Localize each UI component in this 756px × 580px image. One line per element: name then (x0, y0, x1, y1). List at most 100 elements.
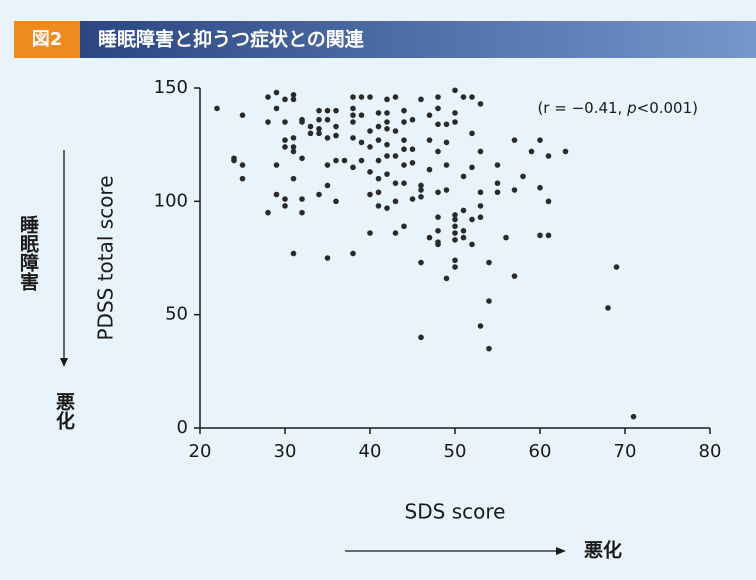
point (350, 112, 356, 118)
point (443, 162, 450, 168)
point (392, 198, 399, 205)
annotation-part: p (626, 99, 637, 117)
point (409, 160, 416, 166)
y-tick-label: 0 (177, 417, 188, 438)
point (435, 94, 441, 100)
point (350, 135, 356, 141)
point (290, 135, 297, 141)
y-tick-label: 150 (154, 77, 188, 98)
point (477, 323, 484, 329)
point (435, 189, 441, 196)
x-tick-label: 30 (274, 441, 297, 462)
point (290, 250, 297, 257)
point (460, 173, 467, 180)
point (545, 198, 552, 205)
point (324, 107, 331, 114)
annotation-part: (r = −0.41, (537, 99, 627, 117)
point (511, 187, 518, 193)
y-axis-label: PDSS total score (94, 175, 118, 340)
point (273, 162, 280, 168)
point (307, 123, 314, 130)
point (460, 207, 467, 214)
point (477, 214, 484, 220)
point (511, 137, 518, 143)
point (537, 184, 543, 191)
point (384, 205, 390, 211)
point (273, 191, 280, 198)
point (418, 187, 424, 193)
point (401, 107, 407, 114)
point (384, 119, 390, 125)
point (630, 413, 637, 420)
point (307, 130, 314, 137)
point (358, 112, 365, 118)
point (418, 259, 424, 266)
point (324, 255, 331, 261)
x-axis-label: SDS score (405, 500, 506, 524)
point (290, 96, 297, 103)
point (401, 162, 407, 168)
point (494, 162, 501, 168)
point (316, 191, 322, 198)
point (367, 169, 373, 175)
point (452, 216, 458, 223)
y-tick-label: 50 (165, 304, 188, 325)
point (486, 345, 492, 352)
point (418, 96, 424, 103)
point (265, 94, 271, 100)
point (503, 234, 509, 241)
point (299, 209, 305, 216)
point (435, 148, 441, 155)
point (384, 126, 390, 132)
point (333, 157, 339, 164)
point (367, 144, 373, 150)
point (239, 175, 246, 182)
point (469, 216, 475, 223)
point (401, 119, 407, 125)
header-bar (14, 21, 756, 58)
point (273, 105, 280, 112)
x-tick-label: 80 (699, 441, 722, 462)
point (333, 107, 339, 114)
point (290, 148, 297, 155)
point (333, 123, 339, 130)
point (350, 119, 356, 125)
point (452, 257, 458, 264)
point (341, 157, 348, 164)
point (494, 180, 501, 186)
point (375, 189, 382, 196)
point (435, 214, 441, 220)
point (452, 230, 458, 236)
point (239, 112, 246, 118)
point (358, 139, 365, 146)
x-tick-label: 70 (614, 441, 637, 462)
point (477, 189, 484, 196)
point (452, 110, 458, 116)
point (367, 128, 373, 134)
point (452, 119, 458, 125)
point (350, 164, 356, 171)
point (486, 259, 492, 266)
x-tick-label: 20 (189, 441, 212, 462)
point (460, 228, 467, 234)
point (460, 234, 467, 241)
point (324, 135, 331, 141)
point (290, 92, 297, 98)
x-tick-label: 60 (529, 441, 552, 462)
point (426, 137, 433, 143)
point (384, 110, 390, 116)
point (418, 194, 424, 200)
point (409, 116, 416, 123)
point (537, 232, 543, 239)
annotation-part: <0.001) (637, 99, 698, 117)
point (469, 94, 475, 100)
point (316, 107, 322, 114)
point (350, 250, 356, 257)
point (282, 203, 288, 209)
point (409, 146, 416, 152)
x-worse-arrowhead (556, 547, 566, 555)
point (231, 157, 237, 164)
point (443, 139, 450, 146)
